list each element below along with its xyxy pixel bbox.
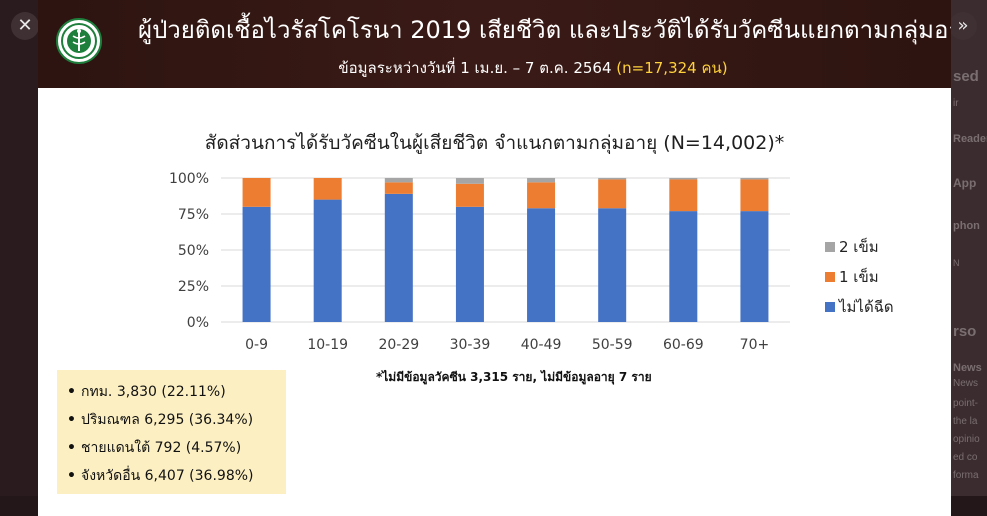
y-tick-label: 25%	[178, 279, 209, 295]
bar-segment	[669, 179, 698, 212]
bar-segment	[669, 211, 698, 322]
legend-label: 2 เข็ม	[839, 238, 879, 256]
slide-banner: ผู้ป่วยติดเชื้อไวรัสโคโรนา 2019 เสียชีวิ…	[38, 0, 951, 88]
bg-fragment: N	[953, 258, 960, 268]
ministry-logo	[56, 18, 102, 64]
bg-fragment: App	[953, 176, 977, 190]
bar-segment	[598, 179, 627, 209]
bg-fragment: ed co	[953, 452, 978, 463]
bg-fragment: phon	[953, 220, 980, 232]
legend-swatch-one-dose	[825, 272, 835, 282]
sample-size: (n=17,324 คน)	[616, 59, 728, 77]
bg-fragment: the la	[953, 416, 978, 427]
bullet-icon: •	[67, 384, 76, 400]
bar-segment	[740, 179, 769, 212]
legend-item-one-dose: 1 เข็ม	[825, 262, 894, 292]
bg-fragment: opinio	[953, 434, 980, 445]
bg-fragment: point-	[953, 398, 979, 409]
region-text: จังหวัดอื่น 6,407 (36.98%)	[81, 468, 254, 484]
x-tick-label: 50-59	[592, 337, 633, 353]
legend-swatch-unvaccinated	[825, 302, 835, 312]
bar-segment	[598, 208, 627, 322]
next-image-button[interactable]: »	[949, 12, 977, 40]
slide-subtitle: ข้อมูลระหว่างวันที่ 1 เม.ย. – 7 ต.ค. 256…	[138, 56, 928, 80]
bar-segment	[455, 206, 484, 322]
bg-fragment: forma	[953, 470, 979, 481]
region-item: • ปริมณฑล 6,295 (36.34%)	[57, 406, 286, 434]
region-item: • กทม. 3,830 (22.11%)	[57, 378, 286, 406]
caduceus-icon	[61, 23, 97, 59]
legend-label: 1 เข็ม	[839, 268, 879, 286]
bar-segment	[384, 182, 413, 194]
bullet-icon: •	[67, 440, 76, 456]
region-text: กทม. 3,830 (22.11%)	[81, 384, 226, 400]
x-tick-label: 40-49	[521, 337, 562, 353]
legend-item-unvaccinated: ไม่ได้ฉีด	[825, 292, 894, 322]
bg-fragment: Reader	[953, 133, 987, 145]
bar-segment	[455, 183, 484, 207]
slide-title: ผู้ป่วยติดเชื้อไวรัสโคโรนา 2019 เสียชีวิ…	[138, 16, 951, 44]
bg-fragment: News	[953, 362, 982, 374]
chart-legend: 2 เข็ม 1 เข็ม ไม่ได้ฉีด	[825, 232, 894, 322]
bar-segment	[242, 206, 271, 322]
bar-segment	[242, 178, 271, 207]
chart-title: สัดส่วนการได้รับวัคซีนในผู้เสียชีวิต จำแ…	[204, 132, 785, 154]
region-summary-box: • กทม. 3,830 (22.11%) • ปริมณฑล 6,295 (36.…	[57, 370, 286, 494]
y-tick-label: 50%	[178, 243, 209, 259]
bar-segment	[740, 211, 769, 322]
region-text: ชายแดนใต้ 792 (4.57%)	[81, 440, 242, 456]
bg-fragment: sed	[953, 68, 979, 85]
close-icon: ✕	[17, 15, 33, 36]
bar-segment	[313, 178, 342, 200]
bar-segment	[527, 208, 556, 322]
bullet-icon: •	[67, 412, 76, 428]
bar-segment	[384, 193, 413, 322]
infographic-slide: ผู้ป่วยติดเชื้อไวรัสโคโรนา 2019 เสียชีวิ…	[38, 0, 951, 516]
bar-segment	[455, 178, 484, 184]
region-text: ปริมณฑล 6,295 (36.34%)	[81, 412, 254, 428]
background-page: sed ir Reader App phon N rso News News p…	[951, 0, 987, 516]
bar-segment	[740, 178, 769, 180]
bar-segment	[669, 178, 698, 180]
x-tick-label: 70+	[740, 337, 770, 353]
bar-segment	[313, 199, 342, 322]
chevron-right-icon: »	[957, 15, 969, 36]
x-tick-label: 20-29	[378, 337, 419, 353]
bar-segment	[527, 182, 556, 209]
y-tick-label: 0%	[187, 315, 209, 331]
bar-segment	[384, 178, 413, 183]
bar-segment	[527, 178, 556, 183]
bg-fragment: ir	[953, 98, 959, 109]
chart-footnote: *ไม่มีข้อมูลวัคซีน 3,315 ราย, ไม่มีข้อมู…	[376, 370, 652, 384]
legend-label: ไม่ได้ฉีด	[839, 298, 894, 316]
x-tick-label: 30-39	[450, 337, 491, 353]
region-item: • ชายแดนใต้ 792 (4.57%)	[57, 434, 286, 462]
date-range: ข้อมูลระหว่างวันที่ 1 เม.ย. – 7 ต.ค. 256…	[338, 59, 612, 77]
y-tick-label: 100%	[169, 171, 209, 187]
close-button[interactable]: ✕	[11, 12, 39, 40]
x-tick-label: 0-9	[245, 337, 268, 353]
stacked-bar-chart: 0% 25% 50% 75% 100% 0-9 10-19 20-29 30-39 40-49 50…	[169, 171, 790, 353]
bg-fragment: rso	[953, 323, 977, 340]
x-tick-label: 60-69	[663, 337, 704, 353]
bar-segment	[598, 178, 627, 180]
bg-fragment: News	[953, 378, 979, 389]
legend-item-two-doses: 2 เข็ม	[825, 232, 894, 262]
y-tick-label: 75%	[178, 207, 209, 223]
x-tick-label: 10-19	[307, 337, 348, 353]
bullet-icon: •	[67, 468, 76, 484]
region-item: • จังหวัดอื่น 6,407 (36.98%)	[57, 462, 286, 490]
legend-swatch-two-doses	[825, 242, 835, 252]
